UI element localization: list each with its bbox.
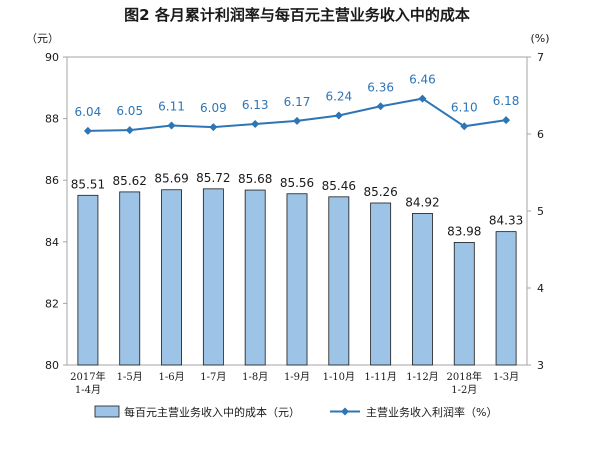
x-tick-label: 2018年 1-2月	[447, 370, 482, 396]
bar-value-label: 84.33	[489, 214, 523, 228]
right-tick-label: 7	[537, 51, 544, 64]
x-tick-label: 2017年 1-4月	[70, 370, 105, 396]
bar-value-label: 83.98	[447, 224, 481, 238]
line-point	[209, 123, 218, 132]
bar	[370, 202, 392, 366]
bar-value-label: 85.72	[196, 171, 230, 185]
bar	[495, 231, 517, 366]
bar	[161, 189, 182, 366]
line-value-label: 6.17	[284, 95, 311, 109]
line-point	[376, 102, 385, 111]
line-value-label: 6.11	[158, 100, 185, 114]
line-point	[502, 116, 511, 125]
bar-value-label: 85.46	[322, 179, 356, 193]
line-value-label: 6.09	[200, 101, 227, 115]
right-tick-label: 5	[537, 205, 544, 218]
line-value-label: 6.13	[242, 98, 269, 112]
x-tick-label: 1-7月	[200, 371, 226, 383]
bar	[453, 242, 475, 366]
legend: 每百元主营业务收入中的成本（元） 主营业务收入利润率（%）	[94, 405, 497, 419]
x-axis: 2017年 1-4月 1-5月 1-6月 1-7月 1-8月 1-9月 1-10月 1-11月 1…	[70, 370, 519, 396]
left-tick-label: 86	[45, 174, 59, 187]
line-point	[167, 121, 176, 130]
right-tick-label: 3	[537, 359, 544, 372]
bar	[119, 191, 141, 366]
bar-value-label: 85.62	[113, 174, 147, 188]
bar-value-label: 85.26	[363, 185, 397, 199]
right-tick-label: 6	[537, 128, 544, 141]
x-tick-label: 1-8月	[242, 371, 268, 383]
x-tick-label: 1-3月	[493, 371, 519, 383]
left-axis: 80 82 84 86 88 90	[45, 51, 67, 372]
left-tick-label: 84	[45, 236, 59, 249]
line-value-label: 6.46	[409, 73, 436, 87]
bar-value-label: 85.51	[71, 177, 105, 191]
bar	[244, 189, 266, 366]
line-value-label: 6.24	[325, 90, 352, 104]
x-tick-label: 1-10月	[323, 371, 355, 383]
right-axis-unit: (%)	[530, 32, 549, 45]
line-point	[293, 116, 301, 125]
bar-value-label: 85.56	[280, 176, 314, 190]
line-value-label: 6.10	[451, 100, 478, 114]
left-tick-label: 90	[45, 51, 59, 64]
x-tick-label: 1-5月	[117, 371, 143, 383]
left-tick-label: 88	[45, 113, 59, 126]
line-point	[125, 126, 134, 135]
right-tick-label: 4	[537, 282, 544, 295]
line-point	[83, 126, 92, 135]
legend-line-marker	[341, 407, 349, 416]
bar	[286, 193, 308, 366]
left-tick-label: 80	[45, 359, 59, 372]
line-value-label: 6.18	[493, 94, 520, 108]
bar	[412, 213, 433, 366]
line-value-label: 6.36	[367, 80, 394, 94]
line-series: 6.04 6.05 6.11 6.09 6.13 6.17 6.24 6.36 6.46 6.10…	[75, 73, 520, 135]
legend-line-label: 主营业务收入利润率（%）	[366, 405, 497, 419]
bar-series: 85.51 85.62 85.69 85.72 85.68 85.56 85.46 85.26…	[71, 171, 523, 366]
line-value-label: 6.04	[75, 105, 102, 119]
line-value-label: 6.05	[116, 104, 143, 118]
left-axis-unit: （元）	[26, 32, 59, 45]
x-tick-label: 1-12月	[406, 371, 438, 383]
right-axis: 3 4 5 6 7	[527, 51, 544, 372]
line-point	[460, 122, 469, 131]
line-point	[334, 111, 343, 120]
x-tick-label: 1-11月	[364, 371, 396, 383]
bar	[77, 194, 99, 366]
bar-value-label: 85.69	[154, 172, 188, 186]
bar-value-label: 84.92	[405, 195, 439, 209]
bar	[202, 188, 224, 366]
x-tick-label: 1-6月	[158, 371, 184, 383]
line-point	[418, 94, 427, 103]
x-tick-label: 1-9月	[284, 371, 310, 383]
bar-value-label: 85.68	[238, 172, 272, 186]
legend-bar-swatch	[94, 405, 120, 418]
legend-bar-label: 每百元主营业务收入中的成本（元）	[124, 405, 300, 419]
line-point	[251, 119, 260, 128]
bar	[328, 196, 350, 366]
chart-title: 图2 各月累计利润率与每百元主营业务收入中的成本	[124, 6, 470, 24]
left-tick-label: 82	[45, 297, 59, 310]
